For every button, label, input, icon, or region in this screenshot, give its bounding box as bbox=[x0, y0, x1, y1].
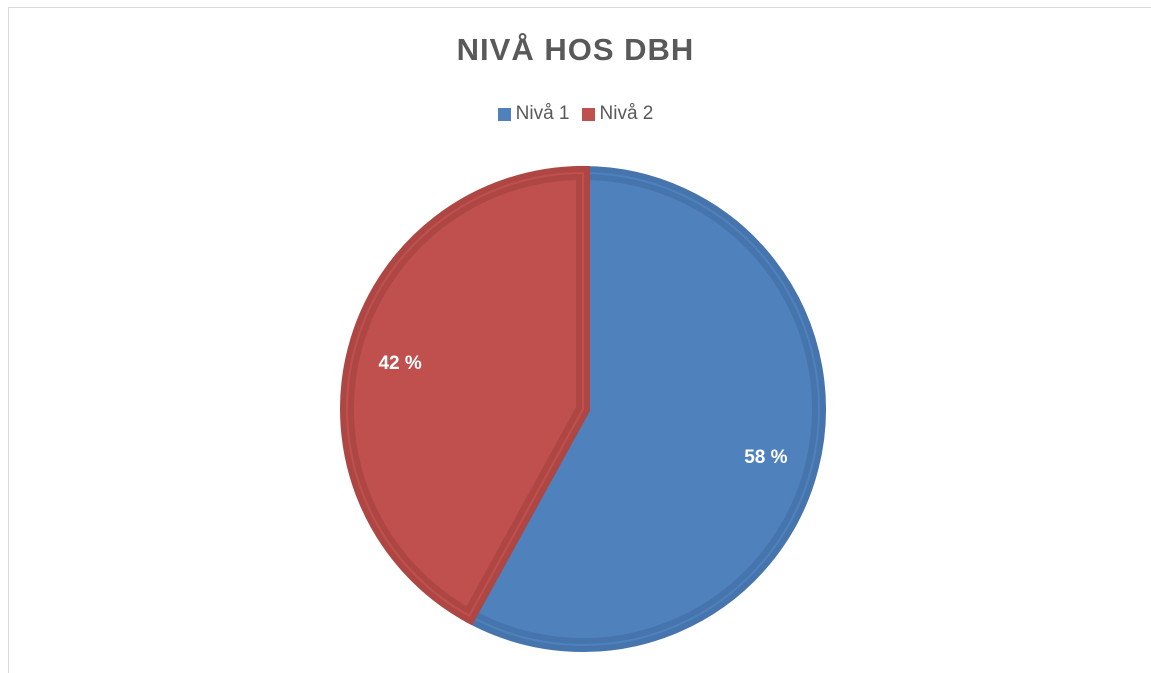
legend-item-niva-1: Nivå 1 bbox=[497, 103, 570, 125]
pie-slice-bevel-1 bbox=[467, 171, 820, 646]
pie-slice-bevel-2 bbox=[346, 171, 584, 618]
legend-label-niva-1: Nivå 1 bbox=[515, 103, 570, 124]
legend-swatch-niva-1 bbox=[497, 107, 511, 121]
legend-item-niva-2: Nivå 2 bbox=[581, 103, 654, 125]
chart-title: NIVÅ HOS DBH bbox=[456, 32, 695, 67]
legend-label-niva-2: Nivå 2 bbox=[599, 103, 654, 124]
data-label-2: 42 % bbox=[378, 353, 421, 374]
data-label-1: 58 % bbox=[744, 447, 787, 468]
legend-swatch-niva-2 bbox=[581, 107, 595, 121]
legend: Nivå 1 Nivå 2 bbox=[0, 103, 1151, 125]
